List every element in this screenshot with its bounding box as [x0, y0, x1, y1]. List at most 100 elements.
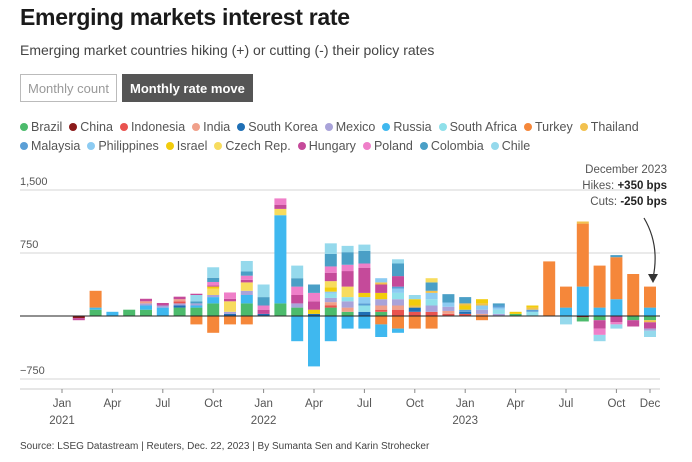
- bar-segment-russia: [358, 316, 371, 329]
- bar-segment-hungary: [224, 298, 236, 302]
- bar-segment-brazil: [375, 311, 388, 316]
- bar-segment-mexico: [425, 305, 438, 312]
- bar-segment-hungary: [156, 302, 169, 306]
- bar-segment-turkey: [190, 316, 203, 325]
- legend-item-israel: Israel: [165, 137, 207, 156]
- bar-segment-poland: [224, 292, 236, 299]
- bar-segment-turkey: [240, 316, 253, 325]
- source-note: Source: LSEG Datastream | Reuters, Dec. …: [20, 441, 430, 452]
- bar-segment-chile: [408, 295, 421, 300]
- x-tick-year-label: 2023: [452, 415, 478, 427]
- bar-segment-russia: [156, 307, 169, 316]
- bar-segment-thailand: [375, 282, 388, 285]
- legend-label: Hungary: [308, 139, 356, 153]
- bar-segment-south-africa: [341, 297, 354, 302]
- x-tick-label: Apr: [305, 398, 323, 410]
- y-tick-label: 750: [20, 239, 38, 251]
- bar-segment-mexico: [341, 301, 354, 308]
- bar-segment-brazil: [173, 307, 186, 316]
- toggle-monthly-count[interactable]: Monthly count: [20, 74, 117, 102]
- bar-segment-mexico: [207, 295, 220, 298]
- bar-segment-mexico: [190, 303, 203, 306]
- bar-segment-mexico: [173, 303, 186, 306]
- bar-segment-colombia: [257, 297, 270, 306]
- bar-segment-india: [324, 302, 337, 306]
- bar-segment-brazil: [576, 317, 589, 322]
- bar-segment-malaysia: [392, 286, 404, 289]
- bar-segment-turkey: [576, 223, 589, 287]
- x-tick-label: Oct: [607, 398, 626, 410]
- bar-segment-mexico: [240, 290, 253, 295]
- legend-dot-icon: [324, 123, 333, 131]
- bar-segment-colombia: [240, 271, 253, 276]
- bar-segment-indonesia: [392, 309, 404, 316]
- legend-dot-icon: [419, 142, 428, 150]
- bar-segment-czech-rep-: [324, 281, 337, 288]
- bar-segment-mexico: [375, 299, 388, 306]
- bar-segment-hungary: [375, 284, 388, 293]
- bar-segment-indonesia: [442, 313, 455, 316]
- bar-segment-russia: [274, 215, 287, 304]
- bar-segment-south-korea: [459, 311, 472, 314]
- toggle-monthly-rate-move[interactable]: Monthly rate move: [122, 74, 253, 102]
- legend-item-malaysia: Malaysia: [20, 137, 80, 156]
- legend-item-indonesia: Indonesia: [119, 118, 185, 137]
- legend-dot-icon: [382, 123, 391, 131]
- bar-segment-south-korea: [257, 313, 270, 316]
- bar-segment-chile: [358, 244, 371, 251]
- legend-item-philippines: Philippines: [87, 137, 159, 156]
- legend-dot-icon: [20, 123, 28, 131]
- bar-segment-russia: [240, 295, 253, 304]
- bar-segment-mexico: [140, 303, 152, 306]
- legend-dot-icon: [297, 142, 306, 150]
- bar-segment-poland: [358, 263, 371, 268]
- legend-label: Poland: [373, 139, 413, 153]
- bar-segment-indonesia: [408, 311, 421, 316]
- bar-segment-hungary: [140, 298, 152, 302]
- legend-dot-icon: [214, 142, 223, 150]
- bar-segment-philippines: [392, 288, 404, 293]
- legend-item-colombia: Colombia: [419, 137, 484, 156]
- x-tick-label: Oct: [406, 398, 425, 410]
- legend-item-china: China: [69, 118, 113, 137]
- bar-segment-russia: [576, 286, 589, 316]
- bar-segment-thailand: [644, 320, 656, 323]
- bar-segment-poland: [324, 266, 337, 273]
- bar-segment-hungary: [240, 279, 253, 283]
- bar-segment-philippines: [375, 278, 388, 283]
- bar-segment-south-africa: [392, 292, 404, 300]
- bar-segment-turkey: [89, 290, 102, 308]
- bar-segment-russia: [341, 316, 354, 329]
- bar-segment-turkey: [408, 316, 421, 329]
- bar-segment-chile: [644, 330, 656, 337]
- bar-segment-south-africa: [425, 299, 438, 306]
- bar-segment-south-africa: [526, 311, 539, 316]
- bar-segment-brazil: [593, 316, 606, 321]
- bar-segment-india: [375, 305, 388, 310]
- x-tick-label: Apr: [507, 398, 525, 410]
- bar-segment-south-africa: [324, 293, 337, 298]
- bar-segment-colombia: [308, 284, 320, 293]
- annotation-cuts-value: -250 bps: [620, 196, 667, 208]
- x-tick-label: Jan: [254, 398, 273, 410]
- bar-segment-chile: [257, 284, 270, 298]
- bar-segment-indonesia: [425, 311, 438, 316]
- bar-segment-israel: [459, 305, 472, 310]
- bar-segment-russia: [291, 316, 304, 342]
- bar-segment-russia: [308, 316, 320, 367]
- bar-segment-philippines: [425, 292, 438, 300]
- bar-segment-india: [140, 301, 152, 304]
- bar-segment-brazil: [291, 307, 304, 316]
- bar-segment-russia: [392, 328, 404, 333]
- legend-dot-icon: [119, 123, 128, 131]
- bar-segment-chile: [593, 334, 606, 342]
- bar-segment-south-korea: [224, 313, 236, 316]
- legend-dot-icon: [237, 123, 246, 131]
- bar-segment-russia: [207, 297, 220, 304]
- bar-segment-chile: [207, 267, 220, 278]
- bar-segment-poland: [257, 305, 270, 310]
- bar-segment-brazil: [89, 309, 102, 316]
- bar-segment-colombia: [459, 297, 472, 304]
- bar-segment-hungary: [627, 320, 640, 327]
- bar-segment-south-africa: [358, 305, 371, 312]
